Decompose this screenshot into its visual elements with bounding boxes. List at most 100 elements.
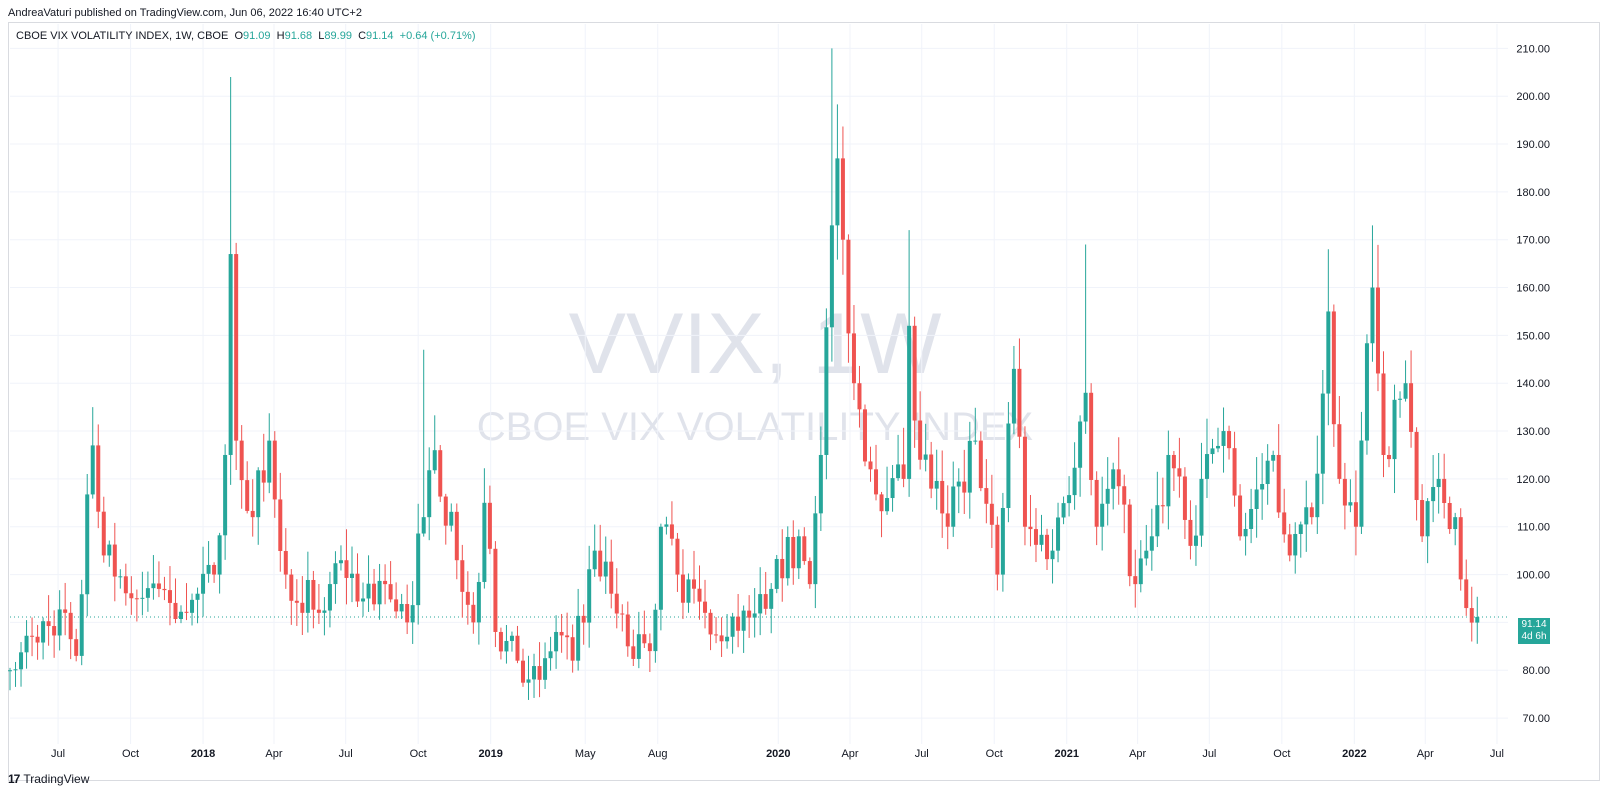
candle-body <box>1276 454 1281 513</box>
candle-body <box>714 634 719 636</box>
candle-body <box>1442 478 1447 504</box>
candle-body <box>476 581 481 623</box>
candle-body <box>802 536 807 562</box>
candle-body <box>1254 489 1259 509</box>
candle-body <box>1392 399 1397 460</box>
candle-body <box>703 601 708 613</box>
candle-body <box>929 454 934 489</box>
candle-body <box>112 544 117 577</box>
y-tick-label: 130.00 <box>1516 426 1550 438</box>
candle-body <box>818 454 823 514</box>
candle-body <box>1155 505 1160 537</box>
candle-body <box>543 658 548 680</box>
candle-body <box>962 481 967 493</box>
candle-body <box>471 604 476 623</box>
candle-body <box>443 496 448 526</box>
candle-body <box>509 635 514 641</box>
candle-body <box>918 420 923 460</box>
candle-body <box>989 503 994 525</box>
candle-body <box>1072 467 1077 496</box>
candle-body <box>598 550 603 577</box>
x-tick-label: Oct <box>986 748 1003 760</box>
candle-body <box>879 494 884 512</box>
candle-body <box>134 598 139 600</box>
candle-body <box>438 450 443 497</box>
candle-body <box>1138 558 1143 585</box>
candle-body <box>173 602 178 620</box>
candle-body <box>769 588 774 609</box>
candle-body <box>1182 476 1187 520</box>
candle-body <box>807 561 812 585</box>
legend-open-label: O <box>234 30 244 42</box>
legend-change: +0.64 (+0.71%) <box>399 30 476 42</box>
candle-body <box>967 440 972 493</box>
symbol-legend[interactable]: CBOE VIX VOLATILITY INDEX, 1W, CBOE O91.… <box>16 30 476 42</box>
x-tick-label: Apr <box>1417 748 1434 760</box>
last-price-tag: 91.14 4d 6h <box>1518 618 1550 644</box>
candle-body <box>940 480 945 514</box>
candle-body <box>620 613 625 615</box>
candle-body <box>405 604 410 623</box>
candle-body <box>581 615 586 623</box>
candle-body <box>1447 503 1452 530</box>
candle-body <box>278 499 283 551</box>
candle-body <box>178 611 183 620</box>
candle-body <box>212 564 217 575</box>
candle-body <box>96 445 101 512</box>
candle-body <box>791 536 796 569</box>
candle-body <box>1033 529 1038 545</box>
candle-body <box>140 597 145 599</box>
candle-body <box>785 536 790 579</box>
candle-body <box>1265 460 1270 485</box>
candle-body <box>228 254 233 455</box>
candle-body <box>101 511 106 556</box>
candle-body <box>862 409 867 462</box>
legend-high-label: H <box>276 30 285 42</box>
candle-body <box>1403 383 1408 399</box>
x-tick-label: Jul <box>339 748 353 760</box>
candle-body <box>1045 534 1050 560</box>
candle-body <box>1282 512 1287 535</box>
candle-body <box>631 646 636 659</box>
candle-body <box>1304 507 1309 525</box>
candle-body <box>267 440 272 483</box>
legend-open-value: 91.09 <box>243 30 271 42</box>
candle-body <box>1089 392 1094 480</box>
candle-body <box>1149 536 1154 551</box>
candle-body <box>460 560 465 592</box>
candle-body <box>780 558 785 579</box>
legend-low-label: L <box>318 30 325 42</box>
candle-body <box>973 440 978 442</box>
candle-body <box>1464 579 1469 609</box>
candle-body <box>410 605 415 623</box>
candle-body <box>636 634 641 659</box>
y-tick-label: 110.00 <box>1517 522 1550 534</box>
price-axis: 70.0080.0090.00100.00110.00120.00130.001… <box>1516 43 1550 725</box>
candle-body <box>8 670 12 672</box>
candle-body <box>1232 448 1237 496</box>
y-tick-label: 170.00 <box>1516 235 1550 247</box>
candle-body <box>625 614 630 647</box>
candle-body <box>890 478 895 499</box>
footer-brand[interactable]: 17 TradingView <box>8 772 89 786</box>
x-tick-label: 2019 <box>478 748 502 760</box>
candle-body <box>421 517 426 534</box>
candle-body <box>234 254 239 441</box>
candle-body <box>1326 311 1331 394</box>
candle-body <box>680 574 685 603</box>
candle-body <box>167 590 172 603</box>
candle-body <box>1050 550 1055 560</box>
candle-body <box>427 470 432 518</box>
candle-body <box>245 480 250 511</box>
candle-body <box>1370 287 1375 344</box>
candle-body <box>454 511 459 561</box>
candle-body <box>951 486 956 527</box>
x-tick-label: Apr <box>1129 748 1146 760</box>
candle-body <box>1011 368 1016 424</box>
candle-body <box>603 561 608 577</box>
candle-body <box>201 573 206 594</box>
candle-body <box>736 616 741 631</box>
candle-body <box>824 327 829 455</box>
candle-body <box>835 158 840 226</box>
